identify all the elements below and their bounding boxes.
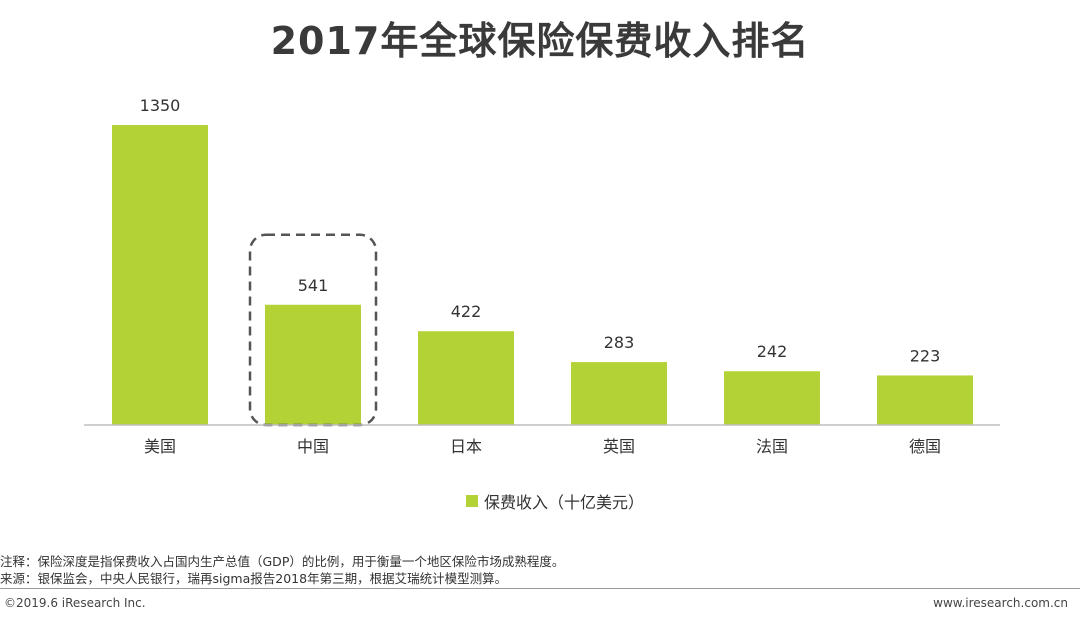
legend-swatch <box>466 495 478 507</box>
category-label-1: 中国 <box>297 437 329 456</box>
data-label-1: 541 <box>298 276 329 295</box>
data-label-2: 422 <box>451 302 482 321</box>
data-label-3: 283 <box>604 333 635 352</box>
bar-1 <box>265 304 361 425</box>
category-label-3: 英国 <box>603 437 635 456</box>
category-label-0: 美国 <box>144 437 176 456</box>
chart-title: 2017年全球保险保费收入排名 <box>270 19 810 63</box>
data-label-5: 223 <box>910 346 941 365</box>
bar-2 <box>418 331 514 425</box>
bar-5 <box>877 375 973 425</box>
copyright: ©2019.6 iResearch Inc. <box>4 596 146 610</box>
data-label-0: 1350 <box>140 96 181 115</box>
bar-3 <box>571 362 667 425</box>
website: www.iresearch.com.cn <box>933 596 1068 610</box>
category-label-4: 法国 <box>756 437 788 456</box>
bar-0 <box>112 125 208 425</box>
category-label-2: 日本 <box>450 437 482 456</box>
bar-chart: 1350 美国 541 中国 422 日本 283 英国 242 法国 223 德国 <box>84 96 1000 456</box>
legend-label: 保费收入（十亿美元） <box>484 493 645 512</box>
footer-divider <box>0 588 1080 589</box>
legend: 保费收入（十亿美元） <box>466 490 644 512</box>
data-label-4: 242 <box>757 342 788 361</box>
source-text: 来源：银保监会，中央人民银行，瑞再sigma报告2018年第三期，根据艾瑞统计模… <box>0 571 508 586</box>
category-label-5: 德国 <box>909 437 941 456</box>
note-text: 注释：保险深度是指保费收入占国内生产总值（GDP）的比例，用于衡量一个地区保险市… <box>0 554 565 569</box>
bar-4 <box>724 371 820 425</box>
